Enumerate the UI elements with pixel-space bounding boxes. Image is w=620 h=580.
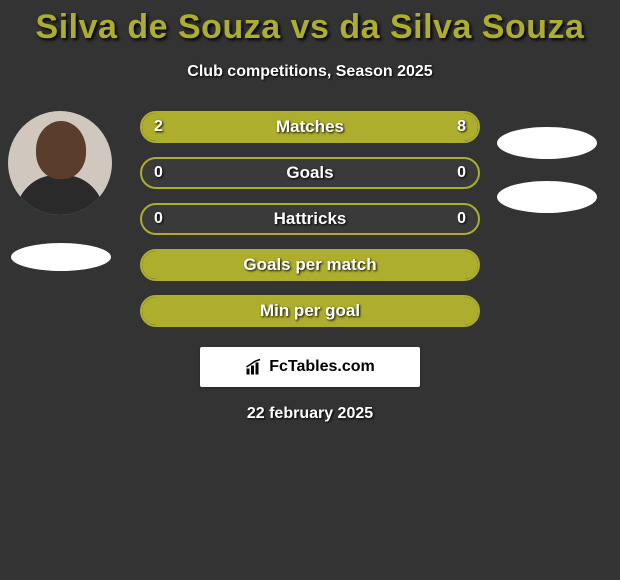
bar-label: Hattricks (142, 209, 478, 229)
placeholder-oval (11, 243, 111, 271)
subtitle: Club competitions, Season 2025 (0, 63, 620, 81)
player-left (8, 111, 113, 271)
bar-value-right: 8 (457, 118, 466, 136)
player-right (497, 111, 602, 213)
bar-value-right: 0 (457, 210, 466, 228)
badge-text: FcTables.com (269, 358, 375, 376)
stat-bar: 0Hattricks0 (140, 203, 480, 235)
bar-label: Matches (142, 117, 478, 137)
comparison-card: Silva de Souza vs da Silva Souza Club co… (0, 0, 620, 423)
bar-value-right: 0 (457, 164, 466, 182)
stat-bars: 2Matches80Goals00Hattricks0Goals per mat… (140, 111, 480, 327)
source-badge: FcTables.com (200, 347, 420, 387)
stat-bar: 2Matches8 (140, 111, 480, 143)
bar-label: Goals (142, 163, 478, 183)
date-text: 22 february 2025 (0, 405, 620, 423)
bar-label: Min per goal (142, 301, 478, 321)
stat-bar: 0Goals0 (140, 157, 480, 189)
main-row: 2Matches80Goals00Hattricks0Goals per mat… (0, 111, 620, 327)
page-title: Silva de Souza vs da Silva Souza (0, 8, 620, 47)
chart-icon (245, 358, 263, 376)
placeholder-oval (497, 181, 597, 213)
placeholder-oval (497, 127, 597, 159)
avatar-left (8, 111, 112, 215)
stat-bar: Goals per match (140, 249, 480, 281)
stat-bar: Min per goal (140, 295, 480, 327)
bar-label: Goals per match (142, 255, 478, 275)
